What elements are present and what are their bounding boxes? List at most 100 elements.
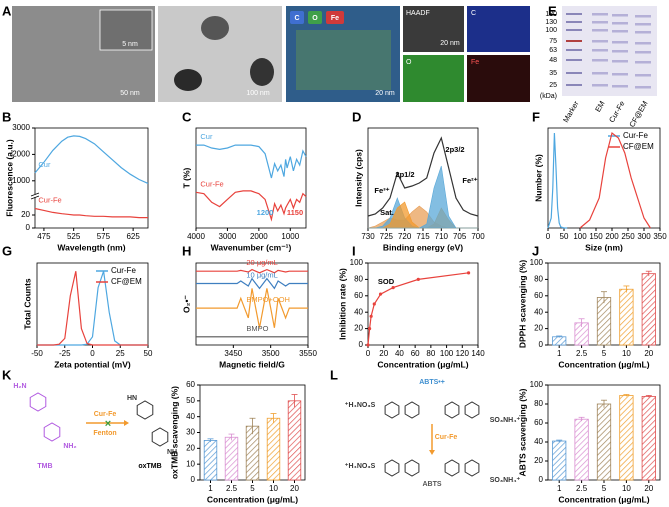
marker-band xyxy=(566,40,582,42)
lane-label: Cur-Fe xyxy=(607,99,626,124)
series-line xyxy=(579,131,651,229)
y-tick-label: 40 xyxy=(186,412,195,421)
x-tick-label: 475 xyxy=(37,232,51,241)
static-text: 5 nm 50 nm 100 nm C O Fe 20 nm HAADF C 2… xyxy=(120,10,479,97)
gel-band xyxy=(592,40,608,43)
arrow-head xyxy=(429,450,435,455)
point xyxy=(369,314,373,318)
y-tick-label: 80 xyxy=(534,399,543,408)
series-line xyxy=(37,271,148,346)
point xyxy=(372,302,376,306)
y-tick-label: 20 xyxy=(354,324,363,333)
series-line xyxy=(196,268,308,274)
chart: 1 2.5 5 10 20 0 20 40 60 80 100 Concentration (μg/m… xyxy=(517,380,661,504)
gel-band xyxy=(635,23,651,26)
y-tick-label: 60 xyxy=(534,418,543,427)
map-element: Fe xyxy=(331,15,339,22)
scheme-label: ABTS xyxy=(422,481,441,488)
x-tick-label: 80 xyxy=(426,349,435,358)
tem-inset xyxy=(99,9,153,51)
marker-label: 180 xyxy=(545,11,557,18)
y-tick-label: 0 xyxy=(539,340,544,349)
point xyxy=(466,271,471,275)
y-tick-label: 0 xyxy=(26,223,31,232)
x-tick-label: 2.5 xyxy=(576,349,588,358)
scheme-label: Cur-Fe xyxy=(435,434,458,441)
x-tick-label: 150 xyxy=(589,232,603,241)
gel-band xyxy=(612,30,628,33)
scheme-label: Cur-Fe xyxy=(94,411,117,418)
y-tick-label: 3000 xyxy=(12,123,30,132)
x-tick-label: 20 xyxy=(644,349,653,358)
ring xyxy=(384,401,400,419)
annotation: 2p3/2 xyxy=(445,145,464,154)
y-tick-label: 1000 xyxy=(12,176,30,185)
y-axis-title: Fluorescence (a.u.) xyxy=(4,139,14,217)
x-axis-title: Wavenumber (cm⁻¹) xyxy=(211,242,292,252)
x-axis-title: Binding energy (eV) xyxy=(383,242,463,252)
y-tick-label: 80 xyxy=(354,275,363,284)
gel-band xyxy=(592,21,608,24)
gel-band xyxy=(612,22,628,25)
point xyxy=(366,343,370,347)
bar xyxy=(287,400,302,481)
gel-band xyxy=(612,60,628,63)
map-element: O xyxy=(312,15,318,22)
y-tick-label: 20 xyxy=(186,443,195,452)
x-tick-label: 2000 xyxy=(250,232,268,241)
y-tick-label: 50 xyxy=(186,396,195,405)
x-tick-label: 0 xyxy=(366,349,371,358)
badge xyxy=(308,11,322,24)
ring xyxy=(444,401,460,419)
gel-band xyxy=(592,13,608,16)
scheme-label: TMB xyxy=(37,463,52,470)
gel-band xyxy=(592,49,608,52)
series-label: BMPO xyxy=(246,324,268,333)
tile-label: O xyxy=(406,59,412,66)
panel-letter: D xyxy=(352,109,361,124)
chart: 3450 3500 3550 Magnetic field/G O₂•⁻ 20 μg/mL… xyxy=(181,258,317,369)
bar xyxy=(619,288,634,346)
y-tick-label: 60 xyxy=(534,291,543,300)
plot-frame xyxy=(34,127,149,229)
ring xyxy=(404,401,420,419)
gel-band xyxy=(635,15,651,18)
series-line xyxy=(196,288,308,328)
y-tick-label: 40 xyxy=(534,307,543,316)
y-tick-label: 40 xyxy=(534,437,543,446)
panel-letter: B xyxy=(2,109,11,124)
axis-break xyxy=(32,194,38,197)
bar xyxy=(245,425,260,481)
unit-label: (kDa) xyxy=(540,93,557,100)
y-tick-label: 0 xyxy=(191,475,196,484)
y-tick-label: 40 xyxy=(354,307,363,316)
ring xyxy=(43,422,61,442)
scheme-label: oxTMB xyxy=(138,463,161,470)
panel-letter: E xyxy=(548,3,557,18)
y-tick-label: 20 xyxy=(534,456,543,465)
plot-frame xyxy=(195,262,309,346)
series-line xyxy=(34,207,148,219)
x-axis-title: Concentration (μg/mL) xyxy=(558,494,649,504)
x-tick-label: 300 xyxy=(637,232,651,241)
series-line xyxy=(367,136,479,217)
badge xyxy=(290,11,304,24)
plot-frame xyxy=(547,127,661,229)
y-axis-title: ABTS scavenging (%) xyxy=(517,388,527,476)
arrow-head xyxy=(124,420,129,426)
x-tick-label: 1 xyxy=(557,484,562,493)
annotation: Fe³⁺ xyxy=(374,186,389,195)
plot-frame xyxy=(195,127,307,229)
point xyxy=(416,277,420,281)
ring xyxy=(464,401,480,419)
element-map-overlay xyxy=(296,30,391,90)
fe-map xyxy=(467,55,530,102)
badge xyxy=(326,11,344,24)
axis-break-mark xyxy=(30,192,40,197)
panel-letter: I xyxy=(352,243,356,258)
series-label: 20 μg/mL xyxy=(246,258,277,267)
y-axis-title: T (%) xyxy=(181,167,191,188)
annotation: SOD xyxy=(378,277,395,286)
x-tick-label: 40 xyxy=(395,349,404,358)
